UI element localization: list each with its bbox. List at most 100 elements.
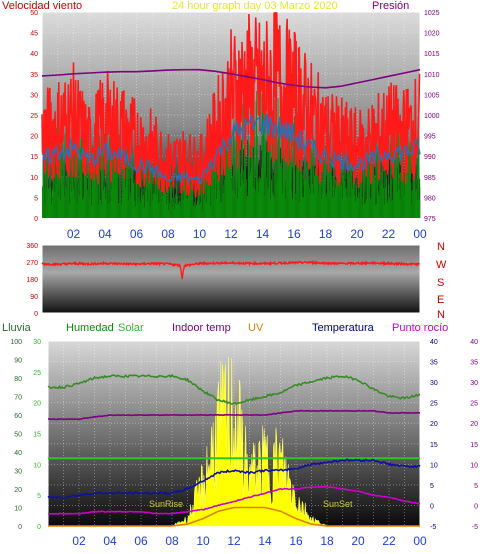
- wind-average-bar: [186, 178, 188, 218]
- wind-average-bar: [78, 184, 79, 218]
- wind-average-bar: [87, 190, 88, 218]
- wind-average-bar: [344, 188, 346, 218]
- wind-average-bar: [232, 190, 234, 218]
- wind-average-bar: [406, 160, 408, 218]
- wind-average-bar: [131, 169, 133, 218]
- wind-average-bar: [265, 107, 267, 218]
- wind-average-bar: [171, 207, 173, 218]
- direction-panel-background: [42, 245, 420, 313]
- wind-average-bar: [371, 159, 372, 218]
- wind-average-bar: [246, 195, 248, 218]
- chart-title: 24 hour graph day 03 Marzo 2020: [172, 0, 338, 12]
- wind-average-bar: [194, 207, 196, 218]
- wind-average-bar: [228, 149, 230, 218]
- wind-average-bar: [225, 146, 227, 218]
- wind-average-bar: [299, 173, 301, 218]
- wind-average-bar: [128, 155, 130, 218]
- wind-average-bar: [155, 173, 157, 218]
- wind-average-bar: [373, 151, 374, 218]
- wind-average-bar: [139, 169, 140, 218]
- wind-average-bar: [312, 138, 314, 218]
- wind-average-bar: [245, 158, 246, 218]
- wind-average-bar: [360, 160, 361, 218]
- wind-average-bar: [233, 119, 235, 218]
- wind-average-bar: [284, 154, 285, 218]
- wind-average-bar: [280, 163, 282, 218]
- wind-average-bar: [135, 169, 137, 218]
- hour-tick-label: 16: [289, 534, 303, 548]
- wind-average-bar: [159, 168, 160, 218]
- wind-average-bar: [240, 173, 242, 218]
- humidity-axis-tick-label: 20: [14, 487, 22, 494]
- wind-average-bar: [296, 106, 297, 218]
- wind-average-bar: [76, 155, 77, 218]
- wind-average-bar: [321, 198, 323, 218]
- wind-average-bar: [229, 130, 231, 218]
- wind-average-bar: [123, 155, 125, 218]
- wind-lull-bar: [282, 153, 284, 218]
- wind-average-bar: [103, 186, 105, 218]
- wind-average-bar: [52, 184, 54, 218]
- wind-average-bar: [163, 172, 164, 218]
- wind-average-bar: [258, 176, 260, 218]
- wind-average-bar: [239, 186, 241, 218]
- wind-average-bar: [313, 175, 315, 218]
- wind-axis-tick-label: 50: [30, 10, 38, 17]
- wind-average-bar: [113, 164, 115, 218]
- wind-average-bar: [196, 201, 198, 218]
- wind-average-bar: [278, 151, 280, 218]
- wind-average-bar: [197, 175, 199, 218]
- hour-tick-label: 04: [103, 534, 117, 548]
- wind-average-bar: [45, 151, 46, 218]
- wind-lull-bar: [366, 174, 368, 218]
- hour-tick-label: 14: [256, 227, 270, 241]
- wind-average-bar: [79, 195, 80, 218]
- wind-average-bar: [372, 172, 374, 218]
- wind-average-bar: [59, 199, 61, 218]
- wind-average-bar: [352, 182, 354, 218]
- wind-average-bar: [205, 181, 207, 218]
- pressure-axis-tick-label: 1015: [424, 51, 440, 58]
- wind-average-bar: [231, 137, 233, 218]
- wind-average-bar: [408, 162, 410, 218]
- wind-average-bar: [129, 155, 130, 218]
- wind-average-bar: [300, 155, 302, 218]
- wind-average-bar: [80, 131, 82, 218]
- wind-average-bar: [102, 155, 104, 218]
- wind-average-bar: [45, 170, 47, 218]
- wind-lull-bar: [253, 146, 254, 218]
- uv-legend: UV: [248, 322, 264, 334]
- wind-average-bar: [187, 199, 189, 218]
- wind-average-bar: [316, 139, 317, 218]
- wind-lull-bar: [202, 196, 203, 218]
- wind-average-bar: [369, 165, 370, 218]
- wind-average-bar: [308, 175, 310, 218]
- wind-average-bar: [171, 183, 172, 218]
- wind-average-bar: [339, 170, 340, 218]
- wind-average-bar: [233, 131, 234, 218]
- direction-axis-tick-label: 90: [30, 294, 38, 301]
- wind-average-bar: [347, 198, 349, 218]
- wind-average-bar: [357, 197, 358, 218]
- wind-average-bar: [342, 176, 344, 218]
- wind-average-bar: [139, 200, 141, 218]
- wind-average-bar: [400, 199, 402, 218]
- wind-average-bar: [57, 132, 59, 218]
- wind-average-bar: [401, 159, 403, 218]
- wind-average-bar: [80, 166, 82, 218]
- dewpoint-axis-tick-label: 5: [474, 483, 478, 490]
- wind-average-bar: [150, 206, 151, 218]
- wind-average-bar: [46, 166, 48, 218]
- wind-average-bar: [394, 176, 395, 218]
- wind-average-bar: [311, 162, 313, 218]
- wind-average-bar: [223, 193, 225, 218]
- wind-average-bar: [222, 149, 223, 218]
- wind-average-bar: [208, 177, 210, 218]
- wind-average-bar: [268, 187, 269, 218]
- wind-average-bar: [359, 147, 361, 218]
- wind-average-bar: [366, 198, 368, 218]
- wind-average-bar: [252, 126, 254, 218]
- wind-average-bar: [384, 156, 386, 218]
- wind-average-bar: [102, 190, 104, 218]
